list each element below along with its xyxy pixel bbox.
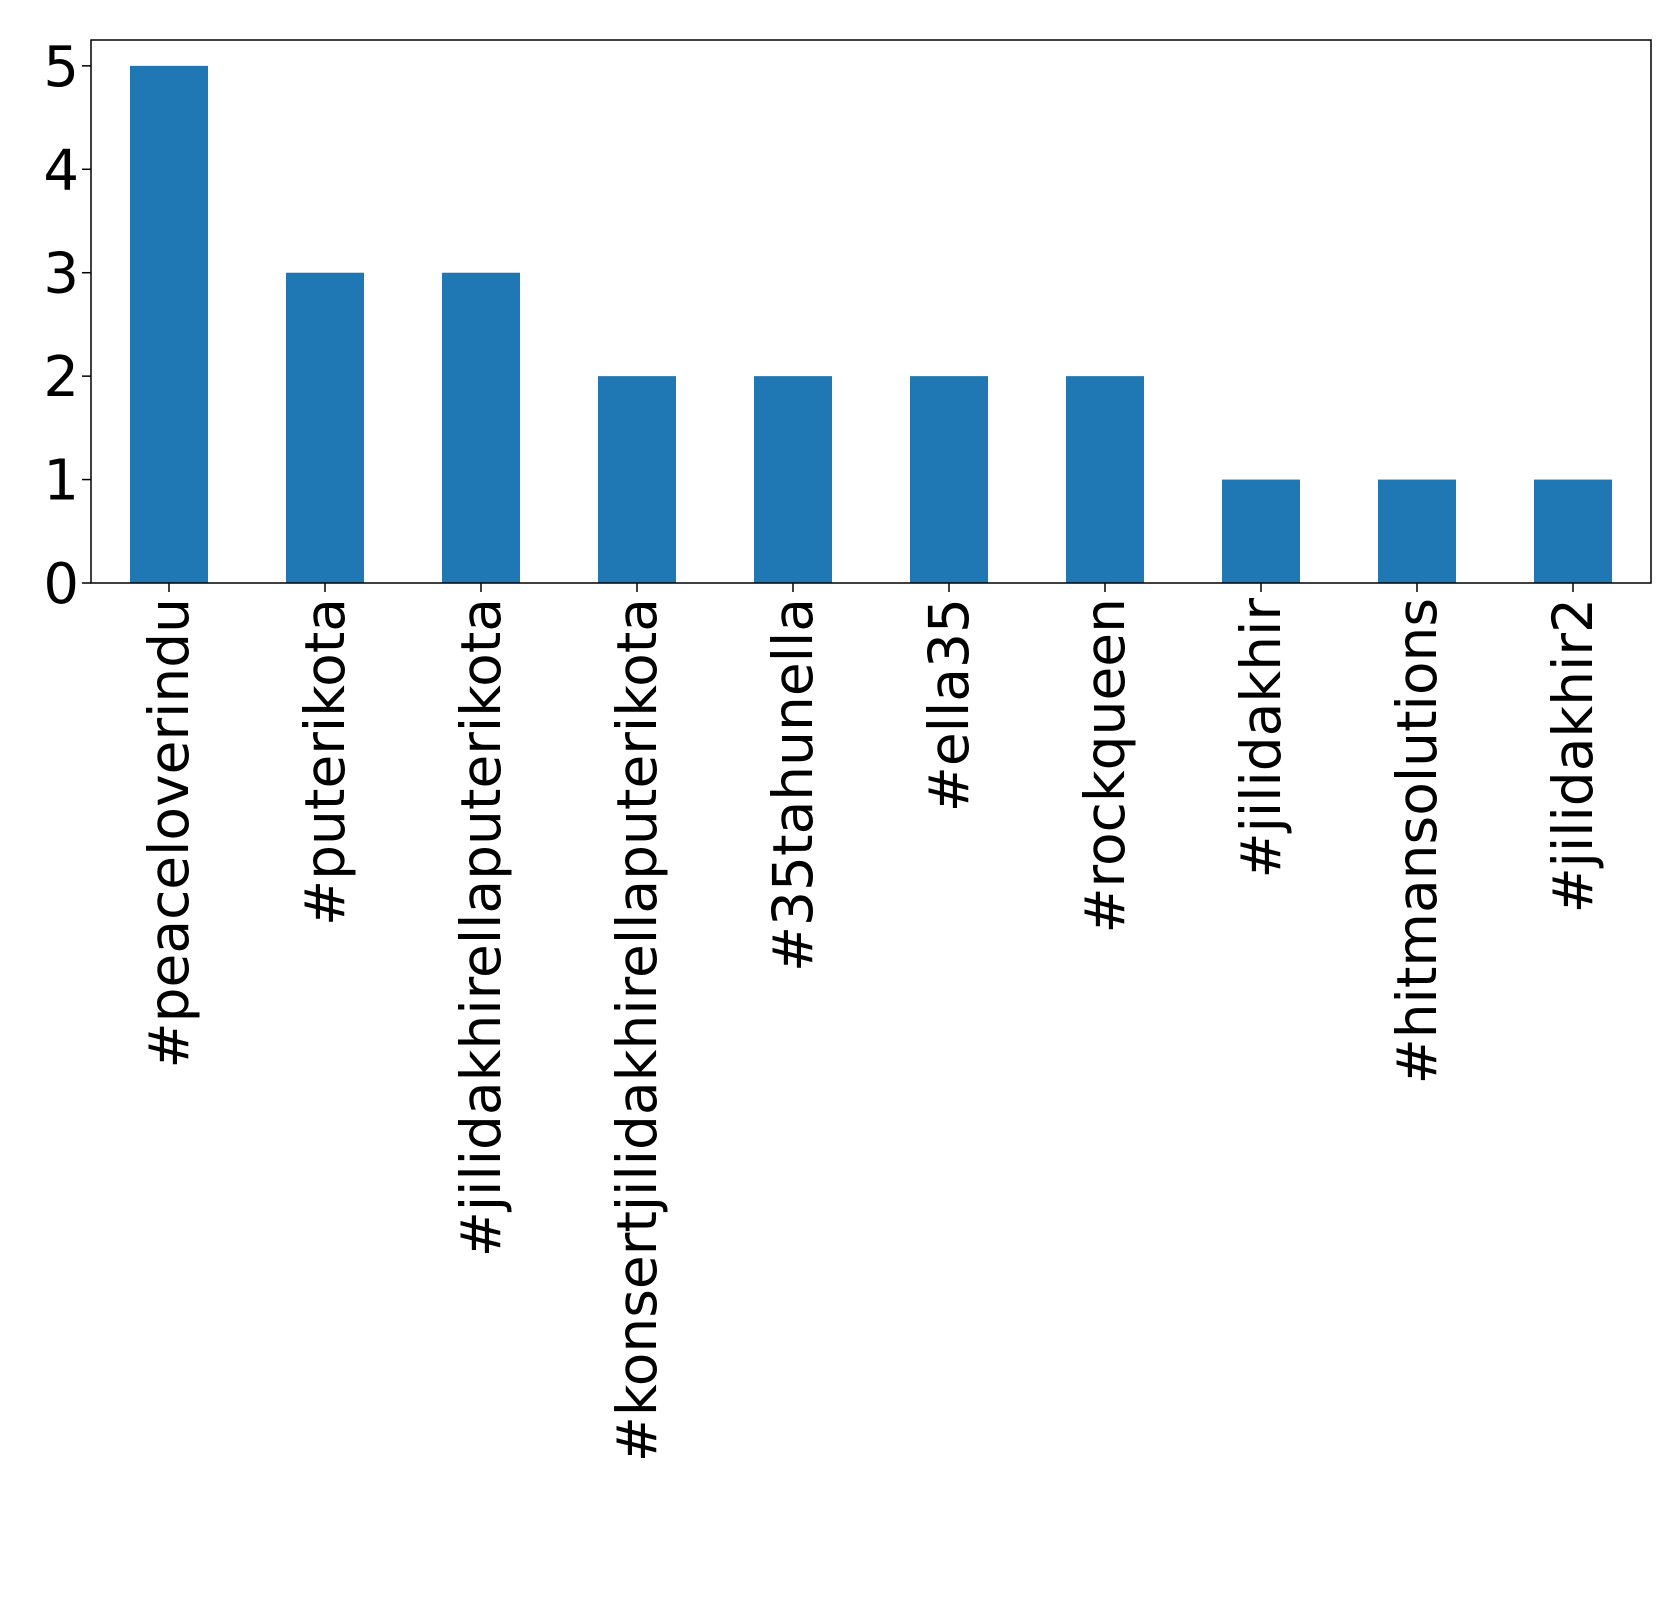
x-tick-label: #jilidakhirellaputerikota: [449, 598, 513, 1257]
x-tick-label: #peaceloverindu: [137, 598, 201, 1068]
y-tick-label: 0: [43, 552, 79, 617]
bar-jilidakhir2: [1534, 479, 1612, 583]
y-tick-label: 4: [43, 138, 79, 203]
x-tick-label: #jilidakhir: [1229, 598, 1293, 879]
bar-ella35: [910, 376, 988, 583]
x-axis: #peaceloverindu #puterikota #jilidakhirell…: [137, 583, 1605, 1462]
plot-frame: [90, 39, 1652, 584]
y-tick-label: 1: [43, 449, 79, 514]
bar-puterikota: [286, 272, 364, 583]
bar-hitmansolutions: [1378, 479, 1456, 583]
bar-35tahunella: [754, 376, 832, 583]
y-tick-label: 5: [43, 35, 79, 100]
y-axis: 0 1 2 3 4 5: [43, 35, 91, 617]
y-tick-label: 3: [43, 242, 79, 307]
bars-layer: [130, 65, 1612, 584]
bar-jilidakhirellaputerikota: [442, 272, 520, 583]
bar-jilidakhir: [1222, 479, 1300, 583]
x-tick-label: #jilidakhir2: [1541, 598, 1605, 913]
y-tick-label: 2: [43, 345, 79, 410]
x-tick-label: #ella35: [917, 598, 981, 812]
bar-peaceloverindu: [130, 65, 208, 584]
x-tick-label: #35tahunella: [761, 598, 825, 972]
x-tick-label: #puterikota: [293, 598, 357, 926]
x-tick-label: #konsertjilidakhirellaputerikota: [605, 598, 669, 1462]
bar-konsertjilidakhirellaputerikota: [598, 376, 676, 583]
x-tick-label: #rockqueen: [1073, 598, 1137, 934]
bar-rockqueen: [1066, 376, 1144, 583]
x-tick-label: #hitmansolutions: [1385, 598, 1449, 1084]
